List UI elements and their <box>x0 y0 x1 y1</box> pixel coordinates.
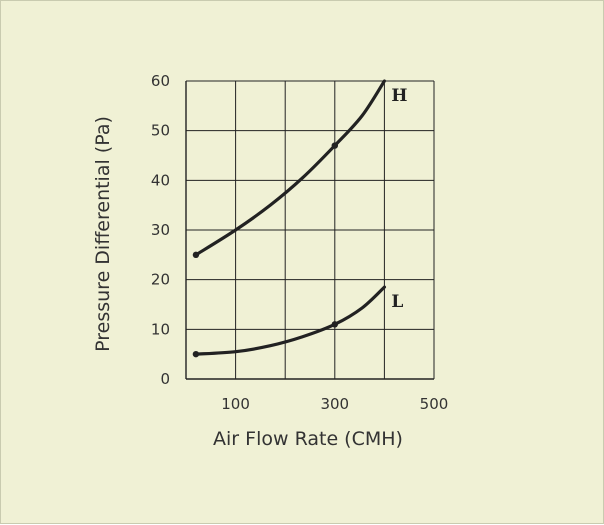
data-point-h <box>331 142 338 149</box>
y-tick-label: 30 <box>151 221 170 239</box>
series-label-h: H <box>391 86 407 106</box>
chart-curves <box>194 79 386 356</box>
data-point-l <box>192 350 200 358</box>
y-tick-label: 0 <box>160 370 170 388</box>
x-tick-label: 100 <box>221 395 250 413</box>
x-tick-label: 300 <box>320 395 349 413</box>
x-tick-label: 500 <box>420 395 449 413</box>
series-label-l: L <box>391 292 403 312</box>
data-point-l <box>331 321 338 328</box>
y-tick-label: 50 <box>151 122 170 140</box>
series-line-l <box>194 285 386 356</box>
chart-tick-labels: 0 10 20 30 40 50 60 100 300 500 <box>151 72 448 413</box>
chart-markers <box>192 142 338 358</box>
y-tick-label: 40 <box>151 171 170 189</box>
y-axis-title: Pressure Differential (Pa) <box>92 116 114 352</box>
y-tick-label: 60 <box>151 72 170 90</box>
chart-series-labels: HL <box>391 86 407 312</box>
series-line-h <box>194 79 386 257</box>
y-tick-label: 10 <box>151 320 170 338</box>
x-axis-title: Air Flow Rate (CMH) <box>213 428 403 450</box>
chart-grid <box>185 80 435 380</box>
y-tick-label: 20 <box>151 271 170 289</box>
data-point-h <box>192 251 200 259</box>
